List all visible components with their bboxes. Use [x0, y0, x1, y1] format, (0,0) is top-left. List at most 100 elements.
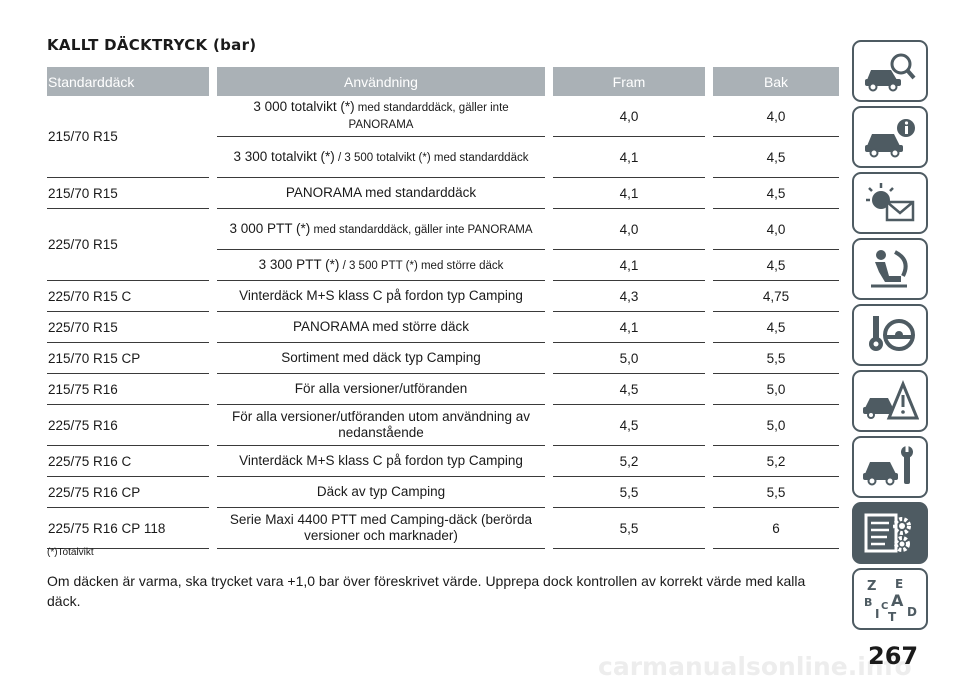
table-row: 3 300 totalvikt (*) / 3 500 totalvikt (*… — [47, 136, 839, 178]
table-row: 225/75 R16 För alla versioner/utföranden… — [47, 404, 839, 446]
chapter-tab-index[interactable]: Z E B A I C D T — [852, 568, 928, 630]
car-warning-triangle-icon — [863, 380, 919, 420]
cell-use: PANORAMA med större däck — [217, 311, 545, 343]
cell-tyre: 215/70 R15 CP — [47, 342, 209, 374]
header-front: Fram — [553, 67, 705, 96]
cell-use: 3 000 PTT (*) med standarddäck, gäller i… — [217, 208, 545, 250]
table-row: 3 300 PTT (*) / 3 500 PTT (*) med större… — [47, 249, 839, 281]
chapter-tab-safety[interactable] — [852, 238, 928, 300]
cell-use: Vinterdäck M+S klass C på fordon typ Cam… — [217, 280, 545, 312]
cell-use: Serie Maxi 4400 PTT med Camping-däck (be… — [217, 507, 545, 549]
table-row: 215/70 R15 CP Sortiment med däck typ Cam… — [47, 342, 839, 374]
page-number: 267 — [868, 642, 919, 670]
table-row: 225/75 R16 C Vinterdäck M+S klass C på f… — [47, 445, 839, 477]
use-main: 3 300 totalvikt (*) — [233, 148, 335, 164]
cell-rear: 4,5 — [713, 311, 839, 343]
table-row: 225/70 R15 PANORAMA med större däck 4,1 … — [47, 311, 839, 343]
use-detail: / 3 500 PTT (*) med större däck — [339, 259, 504, 272]
warning-light-envelope-icon — [866, 183, 915, 222]
cell-use: 3 000 totalvikt (*) med standarddäck, gä… — [217, 96, 545, 137]
chapter-tab-warning-lights[interactable] — [852, 172, 928, 234]
chapter-tab-maintenance[interactable] — [852, 436, 928, 498]
table-row: 215/75 R16 För alla versioner/utföranden… — [47, 373, 839, 405]
table-row: 225/75 R16 CP 118 Serie Maxi 4400 PTT me… — [47, 507, 839, 549]
cell-front: 5,5 — [553, 507, 705, 549]
use-main: 3 300 PTT (*) — [258, 256, 340, 272]
note-paragraph: Om däcken är varma, ska trycket vara +1,… — [47, 573, 806, 609]
cell-rear: 4,5 — [713, 249, 839, 281]
index-letter: T — [888, 610, 897, 622]
cell-use: För alla versioner/utföranden utom använ… — [217, 404, 545, 446]
seated-person-airbag-icon — [871, 250, 908, 288]
header-use: Användning — [217, 67, 545, 96]
cell-use: För alla versioner/utföranden — [217, 373, 545, 405]
use-detail: med standarddäck, gäller inte PANORAMA — [348, 102, 509, 131]
use-detail: med standarddäck, gäller inte PANORAMA — [310, 223, 533, 236]
cell-front: 4,1 — [553, 136, 705, 178]
chapter-tab-technical-data[interactable] — [852, 502, 928, 564]
table-header-row: Standarddäck Användning Fram Bak — [47, 67, 839, 96]
cell-use: Vinterdäck M+S klass C på fordon typ Cam… — [217, 445, 545, 477]
cell-rear: 4,5 — [713, 177, 839, 209]
key-steering-wheel-icon — [869, 316, 915, 351]
car-info-icon — [865, 119, 915, 158]
cell-rear: 5,0 — [713, 404, 839, 446]
cell-front: 5,5 — [553, 476, 705, 508]
watermark: carmanualsonline.info — [598, 652, 912, 681]
cell-front: 4,0 — [553, 96, 705, 137]
chapter-sidebar: Z E B A I C D T — [852, 40, 928, 634]
cell-tyre: 215/70 R15 — [47, 96, 209, 178]
table-row: 225/70 R15 C Vinterdäck M+S klass C på f… — [47, 280, 839, 312]
cell-rear: 5,5 — [713, 476, 839, 508]
chapter-tab-emergency[interactable] — [852, 370, 928, 432]
cell-rear: 4,0 — [713, 96, 839, 137]
index-letter: I — [875, 607, 879, 621]
section-heading: KALLT DÄCKTRYCK (bar) — [47, 36, 257, 54]
alphabet-index-icon: Z E B A I C D T — [864, 577, 917, 622]
cell-rear: 6 — [713, 507, 839, 549]
table-row: 215/70 R15 PANORAMA med standarddäck 4,1… — [47, 177, 839, 209]
cell-front: 4,5 — [553, 373, 705, 405]
table-row: 215/70 R15 3 000 totalvikt (*) med stand… — [47, 96, 839, 178]
cell-front: 5,2 — [553, 445, 705, 477]
index-letter: Z — [867, 579, 876, 594]
car-magnifier-icon — [865, 53, 916, 92]
header-rear: Bak — [713, 67, 839, 96]
cell-tyre: 225/75 R16 CP — [47, 476, 209, 508]
table-row: 225/70 R15 3 000 PTT (*) med standarddäc… — [47, 208, 839, 281]
cell-tyre: 225/75 R16 C — [47, 445, 209, 477]
cell-front: 4,5 — [553, 404, 705, 446]
use-detail: / 3 500 totalvikt (*) med standarddäck — [334, 151, 529, 164]
cell-rear: 4,75 — [713, 280, 839, 312]
cell-front: 4,0 — [553, 208, 705, 250]
cell-rear: 5,0 — [713, 373, 839, 405]
cell-front: 4,3 — [553, 280, 705, 312]
cell-use: Däck av typ Camping — [217, 476, 545, 508]
cell-tyre: 225/70 R15 — [47, 311, 209, 343]
chapter-tab-starting-driving[interactable] — [852, 304, 928, 366]
cell-tyre: 225/75 R16 CP 118 — [47, 507, 209, 549]
cell-rear: 5,5 — [713, 342, 839, 374]
cell-rear: 5,2 — [713, 445, 839, 477]
footnote: (*)Totalvikt — [47, 547, 94, 558]
tyre-pressure-table: Standarddäck Användning Fram Bak 215/70 … — [47, 67, 839, 549]
table-row: 225/75 R16 CP Däck av typ Camping 5,5 5,… — [47, 476, 839, 508]
cell-tyre: 225/75 R16 — [47, 404, 209, 446]
header-tyre: Standarddäck — [47, 67, 209, 96]
cell-front: 4,1 — [553, 311, 705, 343]
chapter-tab-dashboard[interactable] — [852, 40, 928, 102]
cell-tyre: 225/70 R15 — [47, 208, 209, 281]
list-gear-icon — [864, 513, 911, 553]
use-main: 3 000 totalvikt (*) — [253, 99, 355, 115]
cell-tyre: 215/75 R16 — [47, 373, 209, 405]
cell-use: Sortiment med däck typ Camping — [217, 342, 545, 374]
index-letter: A — [891, 591, 904, 610]
index-letter: E — [895, 577, 903, 591]
index-letter: C — [881, 601, 888, 612]
chapter-tab-know-vehicle[interactable] — [852, 106, 928, 168]
cell-use: 3 300 totalvikt (*) / 3 500 totalvikt (*… — [217, 136, 545, 178]
cell-use: PANORAMA med standarddäck — [217, 177, 545, 209]
cell-front: 5,0 — [553, 342, 705, 374]
index-letter: B — [864, 596, 872, 609]
cell-front: 4,1 — [553, 177, 705, 209]
